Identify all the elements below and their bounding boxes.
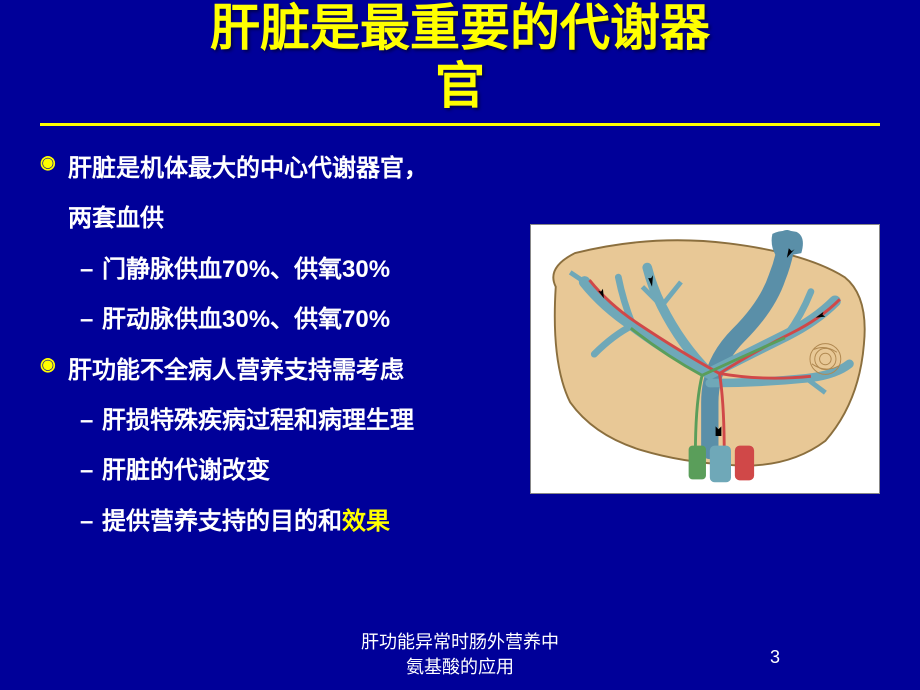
bullet-2: 肝功能不全病人营养支持需考虑 bbox=[40, 346, 520, 396]
bullet-1: 肝脏是机体最大的中心代谢器官， bbox=[40, 144, 520, 194]
title-line-2: 官 bbox=[435, 58, 485, 114]
footer: 肝功能异常时肠外营养中 氨基酸的应用 bbox=[0, 630, 920, 680]
footer-line-2: 氨基酸的应用 bbox=[406, 657, 514, 677]
bullet-1-sub-1: 门静脉供血70%、供氧30% bbox=[40, 245, 520, 295]
bullet-1-continuation: 两套血供 bbox=[40, 194, 520, 244]
page-number: 3 bbox=[770, 647, 780, 668]
text-column: 肝脏是机体最大的中心代谢器官， 两套血供 门静脉供血70%、供氧30% 肝动脉供… bbox=[40, 144, 520, 547]
bullet-2-sub-1: 肝损特殊疾病过程和病理生理 bbox=[40, 396, 520, 446]
bullet-2-sub-3: 提供营养支持的目的和效果 bbox=[40, 497, 520, 547]
slide-title: 肝脏是最重要的代谢器 官 bbox=[40, 0, 880, 115]
title-divider bbox=[40, 123, 880, 126]
bullet-1-sub-2: 肝动脉供血30%、供氧70% bbox=[40, 295, 520, 345]
bullet-2-sub-3-text: 提供营养支持的目的和 bbox=[102, 508, 342, 535]
bullet-2-sub-3-highlight: 效果 bbox=[342, 508, 390, 535]
liver-diagram bbox=[530, 224, 880, 494]
image-column bbox=[530, 144, 880, 547]
title-line-1: 肝脏是最重要的代谢器 bbox=[210, 0, 710, 56]
bullet-2-sub-2: 肝脏的代谢改变 bbox=[40, 446, 520, 496]
liver-vasculature-icon bbox=[535, 229, 875, 489]
footer-line-1: 肝功能异常时肠外营养中 bbox=[361, 632, 559, 652]
slide: 肝脏是最重要的代谢器 官 肝脏是机体最大的中心代谢器官， 两套血供 门静脉供血7… bbox=[0, 0, 920, 690]
content-area: 肝脏是机体最大的中心代谢器官， 两套血供 门静脉供血70%、供氧30% 肝动脉供… bbox=[40, 144, 880, 547]
footer-text: 肝功能异常时肠外营养中 氨基酸的应用 bbox=[361, 630, 559, 680]
